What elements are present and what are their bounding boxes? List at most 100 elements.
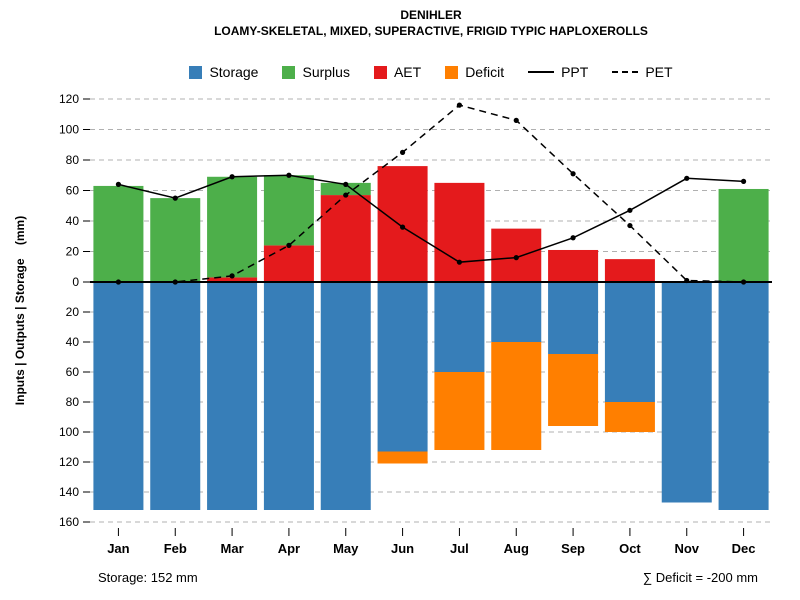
ppt-line-point [286,172,292,178]
x-tick-label: Apr [278,541,300,556]
storage-bar [548,282,599,354]
pet-line-point [172,279,178,285]
surplus-bar [718,188,769,282]
x-tick-label: Dec [732,541,756,556]
y-tick-label: 100 [59,123,79,137]
y-tick-label: 80 [66,153,80,167]
y-tick-label: 60 [66,365,80,379]
storage-bar [661,282,712,503]
ppt-line-point [172,195,178,201]
y-tick-label: 40 [66,214,80,228]
pet-line-point [513,117,519,123]
deficit-bar [604,402,655,432]
pet-line-point [740,279,747,285]
pet-line-point [627,222,633,229]
legend-item-surplus: Surplus [282,64,350,80]
x-tick-label: Mar [221,541,244,556]
legend-label-aet: AET [393,64,422,80]
storage-bar [320,282,371,510]
legend-item-ppt: PPT [528,64,588,80]
storage-bar [263,282,314,510]
surplus-bar [150,198,201,282]
pet-line-point [115,279,122,285]
ppt-line-point [740,178,747,184]
ppt-line-point [456,259,463,265]
aet-bar [434,182,485,282]
x-tick-label: Sep [561,541,585,556]
ppt-line-point [570,235,576,241]
aet-bar [604,259,655,282]
pet-line-point [343,192,349,198]
x-tick-label: May [333,541,359,556]
legend-label-storage: Storage [209,64,259,80]
x-tick-label: Jul [450,541,469,556]
deficit-note: ∑ Deficit = -200 mm [642,570,758,585]
legend-label-ppt: PPT [561,64,589,80]
ppt-line-point [229,174,235,180]
legend-item-aet: AET [373,64,422,80]
aet-swatch-icon [373,65,387,79]
ppt-line-point [115,181,122,187]
storage-bar [604,282,655,402]
y-tick-label: 120 [59,92,79,106]
deficit-bar [434,372,485,450]
y-tick-label: 20 [66,245,80,259]
legend-label-deficit: Deficit [465,64,505,80]
y-tick-label: 20 [66,305,80,319]
pet-line-point [570,171,576,177]
ppt-line-point [399,224,406,230]
storage-swatch-icon [189,65,203,79]
storage-bar [491,282,542,342]
deficit-swatch-icon [445,65,459,79]
x-tick-label: Jan [107,541,129,556]
deficit-bar [491,342,542,450]
surplus-bar [207,176,258,278]
aet-bar [207,277,258,282]
deficit-bar [548,354,599,426]
ppt-line-point [343,181,349,187]
aet-bar [320,195,371,282]
storage-bar [207,282,258,510]
x-tick-label: Feb [164,541,187,556]
legend-label-surplus: Surplus [302,64,350,80]
aet-bar [263,245,314,282]
y-tick-label: 140 [59,485,79,499]
y-tick-label: 60 [66,184,80,198]
chart-subtitle: LOAMY-SKELETAL, MIXED, SUPERACTIVE, FRIG… [214,24,648,38]
storage-bar [93,282,144,510]
storage-bar [150,282,201,510]
y-tick-label: 120 [59,455,79,469]
ppt-line-point [684,175,690,181]
x-tick-label: Nov [674,541,699,556]
y-tick-label: 80 [66,395,80,409]
storage-note: Storage: 152 mm [98,570,198,585]
pet-line [118,104,744,283]
y-tick-label: 40 [66,335,80,349]
legend-item-storage: Storage [189,64,258,80]
y-tick-label: 0 [72,275,79,289]
chart-title: DENIHLER [400,8,462,22]
dashed-line-sample-icon [612,71,639,73]
x-tick-label: Oct [619,541,641,556]
surplus-bar [93,185,144,282]
pet-line-point [684,277,690,284]
pet-line-point [229,273,235,279]
ppt-line [118,174,744,263]
ppt-line-point [627,207,633,213]
pet-line-point [399,149,406,155]
y-axis-label: Inputs | Outputs | Storage (mm) [13,216,27,405]
pet-line-point [456,102,463,108]
x-tick-label: Aug [504,541,529,556]
y-tick-label: 100 [59,425,79,439]
aet-bar [377,166,428,282]
deficit-bar [377,451,428,464]
pet-line-point [286,242,292,248]
storage-bar [718,282,769,510]
storage-bar [377,282,428,452]
legend-item-deficit: Deficit [445,64,504,80]
solid-line-sample-icon [528,71,555,73]
legend-item-pet: PET [612,64,673,80]
ppt-line-point [513,255,519,261]
x-tick-label: Jun [391,541,414,556]
